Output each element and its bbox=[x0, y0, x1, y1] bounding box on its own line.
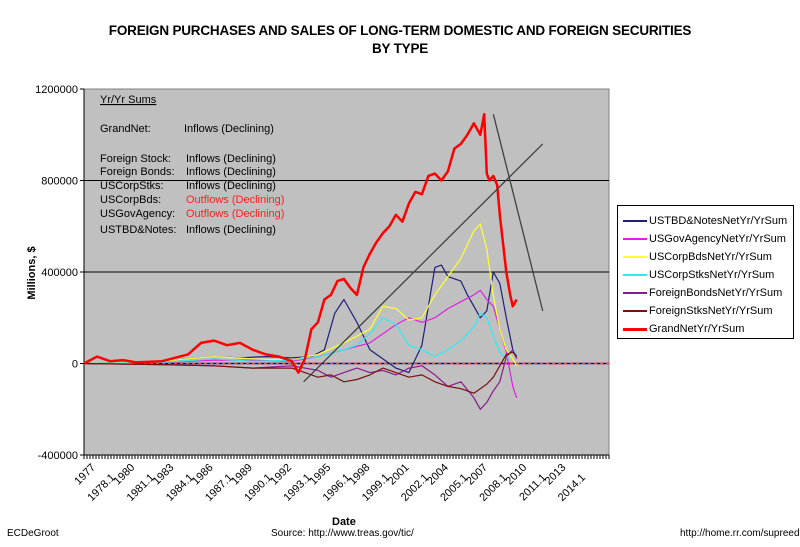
legend-label: GrandNetYr/YrSum bbox=[649, 323, 745, 335]
x-tick-label: 1998 bbox=[347, 462, 373, 488]
legend-swatch bbox=[623, 220, 647, 222]
annotation-heading: Yr/Yr Sums bbox=[100, 94, 157, 106]
legend-label: USTBD&NotesNetYr/YrSum bbox=[649, 215, 788, 227]
author-label: ECDeGroot bbox=[7, 528, 59, 539]
y-tick-label: 0 bbox=[72, 359, 78, 371]
x-tick-label: 2004 bbox=[425, 462, 451, 488]
legend-swatch bbox=[623, 238, 647, 240]
annotation-row-label: USCorpStks: bbox=[100, 180, 164, 192]
annotation-row-value: Inflows (Declining) bbox=[186, 153, 276, 165]
chart-title: FOREIGN PURCHASES AND SALES OF LONG-TERM… bbox=[108, 23, 692, 38]
legend-label: USGovAgencyNetYr/YrSum bbox=[649, 233, 786, 245]
x-tick-label: 2007 bbox=[464, 462, 490, 488]
legend: USTBD&NotesNetYr/YrSum USGovAgencyNetYr/Y… bbox=[617, 205, 794, 339]
x-tick-label: 2001 bbox=[386, 462, 412, 488]
y-tick-label: -400000 bbox=[38, 450, 78, 462]
x-tick-label: 1992 bbox=[268, 462, 294, 488]
legend-swatch bbox=[623, 256, 647, 258]
annotation-row-value: Inflows (Declining) bbox=[184, 123, 274, 135]
series-line-grandnetyryrsum bbox=[83, 112, 518, 374]
annotation-row-value: Outflows (Declining) bbox=[186, 194, 284, 206]
legend-swatch bbox=[623, 327, 647, 331]
annotation-row-label: USCorpBds: bbox=[100, 194, 161, 206]
x-tick-label: 1980 bbox=[112, 462, 138, 488]
annotation-row-value: Inflows (Declining) bbox=[186, 180, 276, 192]
legend-swatch bbox=[623, 274, 647, 276]
x-tick-label: 1986 bbox=[190, 462, 216, 488]
x-tick-label: 1977 bbox=[72, 462, 98, 488]
series-line-foreignbondsnetyryrsum bbox=[83, 349, 518, 410]
x-tick-label: 2010 bbox=[504, 462, 530, 488]
y-tick-label: 1200000 bbox=[35, 84, 78, 96]
legend-label: ForeignStksNetYr/YrSum bbox=[649, 305, 773, 317]
annotation-row-label: GrandNet: bbox=[100, 123, 151, 135]
legend-label: ForeignBondsNetYr/YrSum bbox=[649, 287, 783, 299]
annotation-row-label: USGovAgency: bbox=[100, 208, 175, 220]
url-label: http://home.rr.com/supreed bbox=[680, 528, 800, 539]
legend-item: USTBD&NotesNetYr/YrSum bbox=[623, 212, 787, 230]
source-label: Source: http://www.treas.gov/tic/ bbox=[271, 528, 414, 539]
annotation-row-value: Outflows (Declining) bbox=[186, 208, 284, 220]
legend-label: USCorpStksNetYr/YrSum bbox=[649, 269, 775, 281]
legend-item: ForeignStksNetYr/YrSum bbox=[623, 302, 772, 320]
x-tick-label: 1995 bbox=[308, 462, 334, 488]
legend-item: USGovAgencyNetYr/YrSum bbox=[623, 230, 786, 248]
trend-line bbox=[492, 114, 544, 312]
legend-label: USCorpBdsNetYr/YrSum bbox=[649, 251, 772, 263]
x-axis-label: Date bbox=[332, 516, 356, 528]
annotation-row-value: Inflows (Declining) bbox=[186, 166, 276, 178]
y-tick-label: 400000 bbox=[41, 267, 78, 279]
series-line-foreignstksnetyryrsum bbox=[83, 351, 518, 394]
annotation-row-value: Inflows (Declining) bbox=[186, 224, 276, 236]
y-tick-label: 800000 bbox=[41, 176, 78, 188]
legend-item: USCorpBdsNetYr/YrSum bbox=[623, 248, 772, 266]
annotation-row-label: Foreign Stock: bbox=[100, 153, 171, 165]
x-tick-label: 1989 bbox=[229, 462, 255, 488]
series-line-uscorpstksnetyryrsum bbox=[83, 312, 518, 365]
annotation-row-label: USTBD&Notes: bbox=[100, 224, 176, 236]
trend-line bbox=[303, 143, 544, 383]
legend-item: GrandNetYr/YrSum bbox=[623, 320, 744, 338]
annotation-row-label: Foreign Bonds: bbox=[100, 166, 175, 178]
legend-item: ForeignBondsNetYr/YrSum bbox=[623, 284, 782, 302]
x-tick-label: 1983 bbox=[151, 462, 177, 488]
chart-subtitle: BY TYPE bbox=[371, 41, 429, 56]
x-tick-label: 2013 bbox=[543, 462, 569, 488]
legend-swatch bbox=[623, 310, 647, 312]
legend-item: USCorpStksNetYr/YrSum bbox=[623, 266, 774, 284]
series-line-uscorpbdsnetyryrsum bbox=[83, 223, 518, 367]
legend-swatch bbox=[623, 292, 647, 294]
y-axis-label: Millions, $ bbox=[26, 246, 38, 300]
